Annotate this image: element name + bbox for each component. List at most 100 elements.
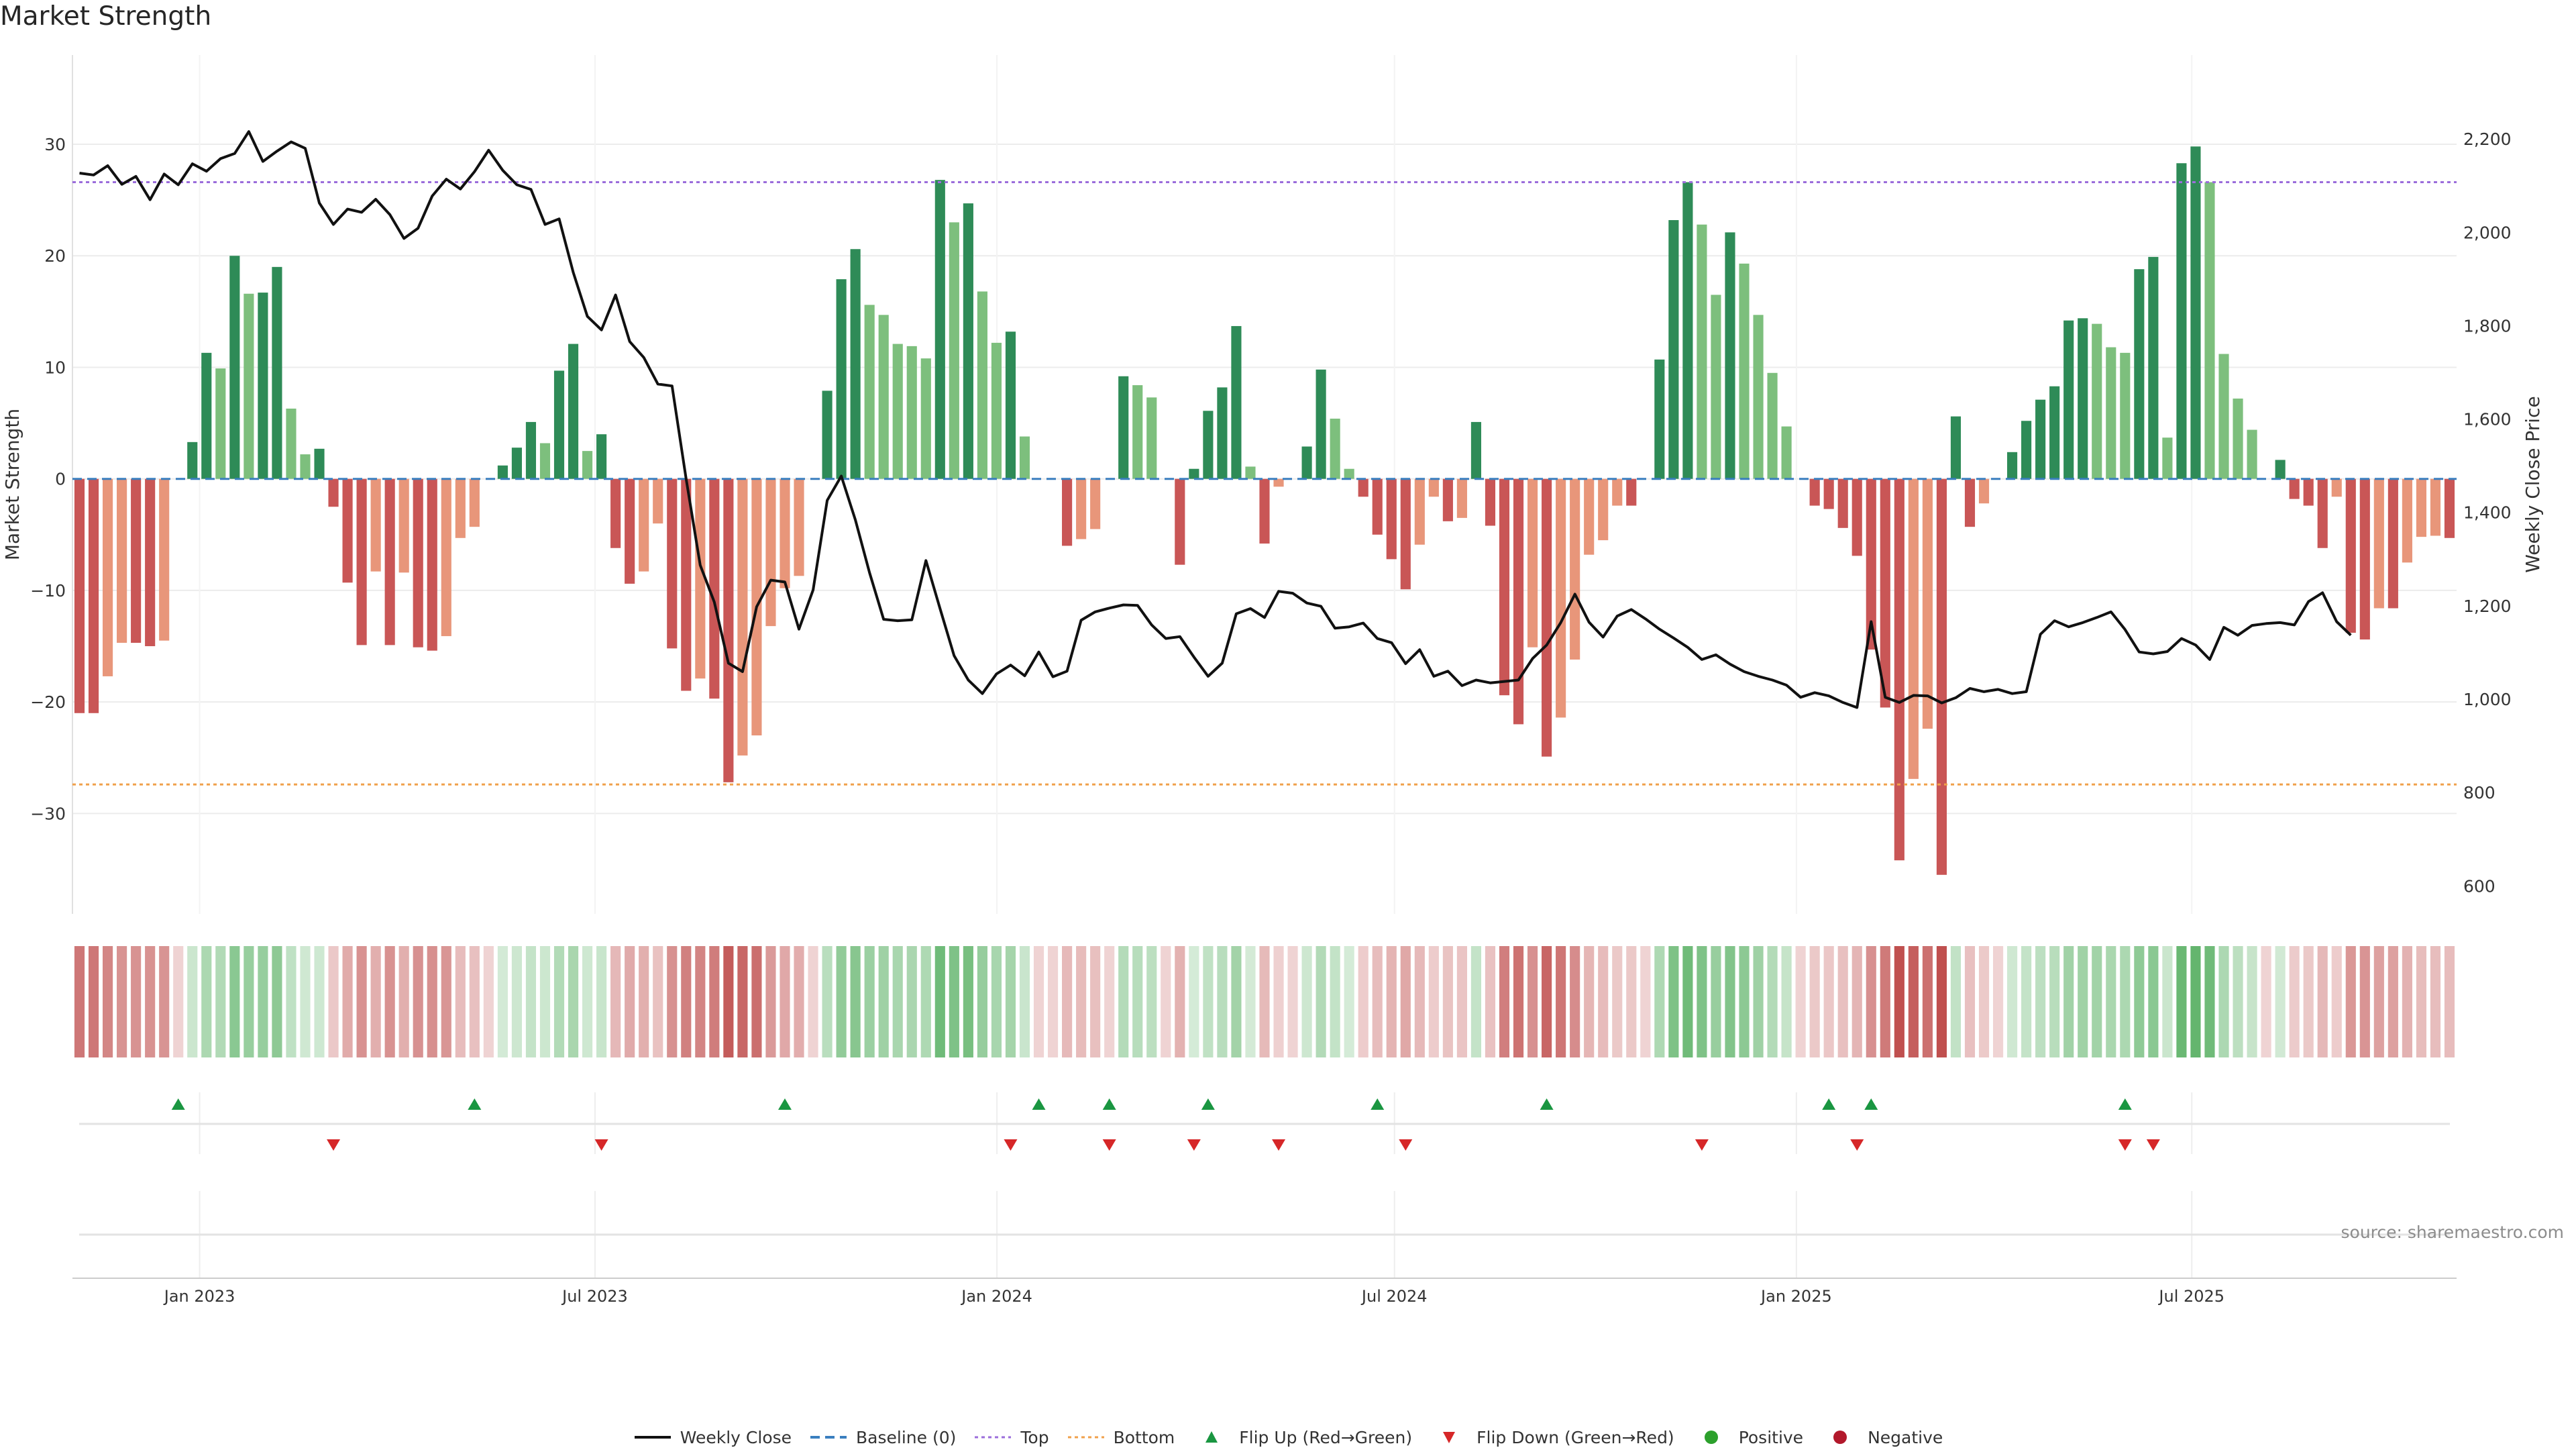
strength-bar	[2416, 478, 2426, 537]
sentiment-cell	[1442, 946, 1453, 1057]
sentiment-cell	[1964, 946, 1976, 1057]
strength-bar	[356, 478, 367, 645]
strength-bar	[525, 421, 537, 479]
strength-bar	[1668, 220, 1679, 479]
sentiment-cell	[1570, 946, 1580, 1057]
strength-bar	[892, 344, 903, 479]
strength-bar	[1344, 468, 1354, 479]
strength-bar	[639, 478, 649, 572]
sentiment-cell	[1132, 946, 1143, 1057]
flip-up-marker	[2118, 1098, 2132, 1110]
sentiment-cell	[1640, 946, 1651, 1057]
strength-bar	[2275, 460, 2286, 479]
strength-bar	[1118, 376, 1129, 479]
sentiment-cell	[1287, 946, 1298, 1057]
left-tick-label: 10	[44, 358, 66, 377]
sentiment-cell	[1033, 946, 1044, 1057]
left-tick-label: −30	[30, 804, 66, 823]
sentiment-cell	[1047, 946, 1059, 1057]
sentiment-cell	[1358, 946, 1368, 1057]
flip-down-marker	[594, 1139, 608, 1151]
x-tick-label: Jan 2023	[163, 1287, 235, 1306]
strength-bar	[1612, 478, 1623, 506]
sentiment-cell	[1992, 946, 2004, 1057]
sentiment-cell	[2261, 946, 2271, 1057]
strength-bar	[1697, 224, 1707, 479]
strength-bar	[398, 478, 409, 573]
sentiment-cell	[1809, 946, 1820, 1057]
chart-title: Market Strength	[0, 1, 212, 32]
sentiment-cell	[794, 946, 804, 1057]
strength-bar	[2373, 478, 2384, 609]
flip-down-marker	[1004, 1139, 1018, 1151]
sentiment-cell	[131, 946, 142, 1057]
sentiment-cell	[1556, 946, 1566, 1057]
strength-bar	[582, 451, 593, 479]
sentiment-cell	[991, 946, 1002, 1057]
strength-bar	[625, 478, 635, 584]
strength-bar	[1330, 418, 1340, 479]
right-tick-label: 1,600	[2463, 410, 2512, 429]
strength-bar	[1316, 369, 1326, 479]
strength-bar	[441, 478, 451, 637]
strength-bar	[737, 478, 748, 756]
sentiment-cell	[681, 946, 692, 1057]
strength-bar	[539, 443, 551, 479]
sentiment-cell	[272, 946, 282, 1057]
sentiment-cell	[1866, 946, 1876, 1057]
strength-bar	[1076, 478, 1087, 539]
strength-bar	[2176, 163, 2187, 479]
sentiment-cell	[653, 946, 663, 1057]
sentiment-cell	[2345, 946, 2356, 1057]
strength-bar	[272, 266, 282, 479]
strength-bar	[1711, 295, 1721, 479]
strength-bar	[1442, 478, 1453, 521]
strength-bar	[497, 465, 508, 479]
sentiment-cell	[2317, 946, 2328, 1057]
sentiment-cell	[1950, 946, 1962, 1057]
sentiment-cell	[1725, 946, 1735, 1057]
sentiment-cell	[398, 946, 409, 1057]
strength-bar	[2233, 399, 2243, 479]
strength-bar	[1499, 478, 1510, 696]
legend-label-positive: Positive	[1738, 1427, 1804, 1447]
sentiment-cell	[2303, 946, 2314, 1057]
right-tick-label: 2,200	[2463, 129, 2512, 149]
sentiment-cell	[1795, 946, 1806, 1057]
strength-bar	[2204, 182, 2215, 479]
strength-bar	[2148, 256, 2159, 479]
strength-bar	[2006, 452, 2018, 479]
strength-bar	[723, 478, 734, 782]
sentiment-cell	[103, 946, 113, 1057]
strength-bar	[1400, 478, 1411, 590]
sentiment-cell	[1781, 946, 1792, 1057]
strength-bar	[1908, 478, 1919, 779]
sentiment-cell	[1668, 946, 1679, 1057]
strength-bar	[159, 478, 170, 641]
sentiment-cell	[356, 946, 367, 1057]
strength-bar	[822, 391, 833, 479]
sentiment-cell	[74, 946, 85, 1057]
sentiment-cell	[370, 946, 381, 1057]
strength-bar	[934, 180, 945, 479]
strength-bar	[653, 478, 663, 524]
sentiment-cell	[709, 946, 720, 1057]
sentiment-cell	[1682, 946, 1693, 1057]
sentiment-cell	[596, 946, 607, 1057]
sentiment-cell	[2402, 946, 2412, 1057]
strength-bar	[103, 478, 113, 676]
legend-label-weekly-close: Weekly Close	[680, 1427, 792, 1447]
flip-down-swatch	[1443, 1432, 1456, 1443]
sentiment-cell	[934, 946, 945, 1057]
sentiment-cell	[1161, 946, 1171, 1057]
sentiment-cell	[850, 946, 861, 1057]
strength-bar	[1823, 478, 1834, 509]
strength-bar	[1259, 478, 1270, 544]
legend-label-flip-down: Flip Down (Green→Red)	[1477, 1427, 1674, 1447]
right-tick-label: 2,000	[2463, 223, 2512, 242]
strength-bar	[1809, 478, 1820, 506]
strength-bar	[1090, 478, 1101, 529]
sentiment-cell	[892, 946, 903, 1057]
strength-bar	[1301, 446, 1312, 479]
strength-bar	[117, 478, 127, 643]
